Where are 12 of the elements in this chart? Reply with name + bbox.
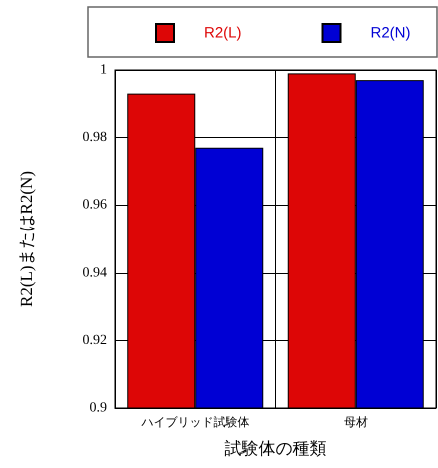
y-tick-label: 0.94 — [82, 265, 107, 280]
legend-label: R2(L) — [204, 24, 242, 42]
legend-label: R2(N) — [370, 24, 411, 42]
x-axis-title: 試験体の種類 — [224, 439, 326, 458]
y-tick-label: 1 — [100, 62, 107, 78]
y-tick-label: 0.92 — [82, 332, 107, 348]
x-tick-label: ハイブリッド試験体 — [140, 415, 250, 429]
y-tick-label: 0.9 — [90, 400, 107, 416]
y-tick-label: 0.96 — [82, 198, 107, 213]
y-axis-title: R2(L)またはR2(N) — [17, 171, 36, 307]
x-tick-label: 母材 — [344, 415, 368, 429]
y-tick-label: 0.98 — [82, 130, 107, 146]
